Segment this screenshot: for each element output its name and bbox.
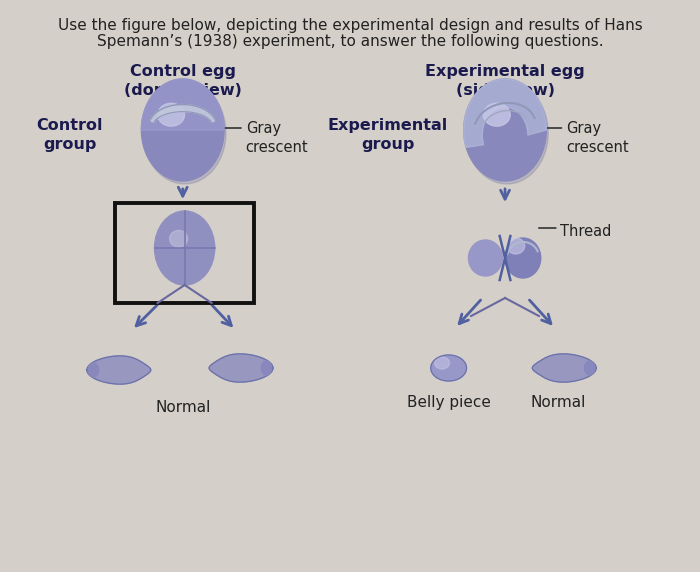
Ellipse shape <box>261 361 272 375</box>
Ellipse shape <box>507 238 525 254</box>
Ellipse shape <box>468 240 503 276</box>
Text: Normal: Normal <box>155 400 211 415</box>
Text: Normal: Normal <box>531 395 587 410</box>
Polygon shape <box>463 79 547 148</box>
Ellipse shape <box>141 79 224 181</box>
Text: Gray
crescent: Gray crescent <box>246 121 308 155</box>
Ellipse shape <box>584 361 595 375</box>
Ellipse shape <box>463 79 547 181</box>
Text: Control egg
(dorsal view): Control egg (dorsal view) <box>124 64 242 98</box>
Ellipse shape <box>155 211 215 285</box>
Ellipse shape <box>158 103 185 126</box>
Ellipse shape <box>483 103 510 126</box>
Polygon shape <box>150 105 216 122</box>
Polygon shape <box>209 354 273 382</box>
Polygon shape <box>532 354 596 382</box>
Ellipse shape <box>88 363 99 377</box>
Text: Experimental egg
(side view): Experimental egg (side view) <box>425 64 585 98</box>
Text: Belly piece: Belly piece <box>407 395 491 410</box>
Ellipse shape <box>435 357 449 369</box>
Ellipse shape <box>430 355 466 381</box>
Ellipse shape <box>169 231 188 247</box>
Ellipse shape <box>144 82 226 184</box>
Polygon shape <box>141 79 224 130</box>
Polygon shape <box>87 356 150 384</box>
Text: Use the figure below, depicting the experimental design and results of Hans: Use the figure below, depicting the expe… <box>57 18 643 33</box>
Bar <box>115 203 254 303</box>
Text: Control
group: Control group <box>36 118 103 152</box>
Text: Gray
crescent: Gray crescent <box>566 121 629 155</box>
Text: Spemann’s (1938) experiment, to answer the following questions.: Spemann’s (1938) experiment, to answer t… <box>97 34 603 49</box>
Ellipse shape <box>505 238 540 278</box>
Text: Experimental
group: Experimental group <box>328 118 448 152</box>
Ellipse shape <box>466 82 548 184</box>
Text: Thread: Thread <box>561 224 612 239</box>
